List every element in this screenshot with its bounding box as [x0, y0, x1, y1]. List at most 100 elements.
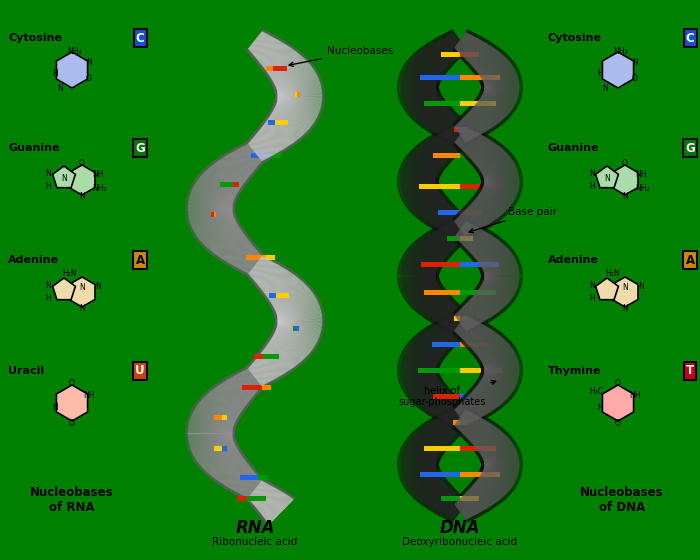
- Text: H: H: [589, 293, 595, 302]
- Bar: [251, 153, 271, 158]
- Bar: [297, 92, 300, 97]
- Text: N: N: [638, 282, 644, 291]
- Bar: [271, 153, 281, 158]
- Text: N: N: [589, 281, 595, 290]
- Polygon shape: [57, 385, 88, 421]
- Text: Nucleobases
of RNA: Nucleobases of RNA: [30, 486, 114, 514]
- Text: N: N: [45, 281, 51, 290]
- Text: N: N: [632, 58, 638, 67]
- Text: O: O: [615, 379, 621, 388]
- Text: N: N: [602, 83, 608, 92]
- Polygon shape: [52, 166, 76, 188]
- Text: N: N: [45, 169, 51, 178]
- Polygon shape: [603, 385, 634, 421]
- Bar: [211, 212, 214, 217]
- Bar: [442, 496, 460, 501]
- Polygon shape: [612, 277, 638, 307]
- Bar: [214, 212, 216, 217]
- Text: Uracil: Uracil: [8, 366, 44, 376]
- Text: H: H: [597, 68, 603, 77]
- Text: T: T: [686, 365, 694, 377]
- Text: NH: NH: [629, 390, 641, 399]
- Text: H: H: [52, 404, 58, 413]
- Bar: [266, 66, 273, 71]
- Bar: [214, 446, 223, 451]
- Bar: [295, 92, 297, 97]
- Text: Adenine: Adenine: [548, 255, 599, 265]
- Text: A: A: [135, 254, 145, 267]
- Bar: [223, 446, 227, 451]
- Text: Cytosine: Cytosine: [8, 33, 62, 43]
- Bar: [433, 394, 460, 399]
- Bar: [274, 120, 288, 125]
- Text: RNA: RNA: [235, 519, 274, 537]
- Bar: [269, 293, 276, 297]
- Bar: [460, 290, 496, 295]
- Text: Nucleobases
of DNA: Nucleobases of DNA: [580, 486, 664, 514]
- Text: N: N: [622, 282, 628, 292]
- Bar: [460, 52, 479, 57]
- Text: NH₂: NH₂: [92, 184, 107, 193]
- Text: H: H: [45, 181, 51, 190]
- Bar: [460, 316, 466, 321]
- Text: NH₂: NH₂: [636, 184, 650, 193]
- Bar: [447, 236, 460, 241]
- Polygon shape: [57, 52, 88, 88]
- Text: N: N: [622, 192, 628, 200]
- Bar: [460, 496, 479, 501]
- Bar: [419, 184, 460, 189]
- Bar: [242, 385, 262, 390]
- Bar: [441, 52, 460, 57]
- Bar: [220, 181, 233, 186]
- Text: NH: NH: [83, 390, 94, 399]
- Bar: [233, 181, 239, 186]
- Text: O: O: [69, 418, 75, 427]
- Text: N: N: [589, 169, 595, 178]
- Text: H: H: [597, 404, 603, 413]
- Bar: [418, 368, 460, 373]
- Text: H: H: [45, 293, 51, 302]
- Text: N: N: [61, 174, 67, 183]
- Text: G: G: [135, 142, 145, 155]
- Text: O: O: [86, 73, 92, 82]
- Bar: [460, 127, 466, 132]
- Polygon shape: [69, 277, 95, 307]
- Bar: [424, 101, 460, 106]
- Bar: [460, 394, 487, 399]
- Text: N: N: [79, 192, 85, 200]
- Text: G: G: [685, 142, 695, 155]
- Text: H₂N: H₂N: [606, 268, 620, 278]
- Text: A: A: [685, 254, 694, 267]
- Bar: [246, 496, 266, 501]
- Polygon shape: [69, 165, 95, 195]
- Bar: [460, 420, 467, 425]
- Bar: [460, 101, 496, 106]
- Text: H₂N: H₂N: [63, 268, 77, 278]
- Bar: [454, 316, 460, 321]
- Text: Guanine: Guanine: [8, 143, 60, 153]
- Bar: [454, 127, 460, 132]
- Bar: [295, 326, 299, 331]
- Bar: [237, 496, 246, 501]
- Text: O: O: [622, 158, 628, 167]
- Text: C: C: [685, 31, 694, 44]
- Bar: [268, 120, 274, 125]
- Bar: [254, 354, 262, 359]
- Text: N: N: [95, 282, 101, 291]
- Bar: [276, 293, 289, 297]
- Bar: [460, 342, 487, 347]
- Polygon shape: [603, 52, 634, 88]
- Text: Guanine: Guanine: [548, 143, 599, 153]
- Text: Thymine: Thymine: [548, 366, 601, 376]
- Text: O: O: [69, 379, 75, 388]
- Bar: [460, 210, 482, 215]
- Text: N: N: [57, 83, 63, 92]
- Bar: [273, 66, 287, 71]
- Bar: [239, 474, 258, 479]
- Text: N: N: [622, 304, 628, 312]
- Bar: [424, 290, 460, 295]
- Text: O: O: [615, 418, 621, 427]
- Polygon shape: [596, 166, 618, 188]
- Text: O: O: [632, 73, 638, 82]
- Text: H: H: [52, 68, 58, 77]
